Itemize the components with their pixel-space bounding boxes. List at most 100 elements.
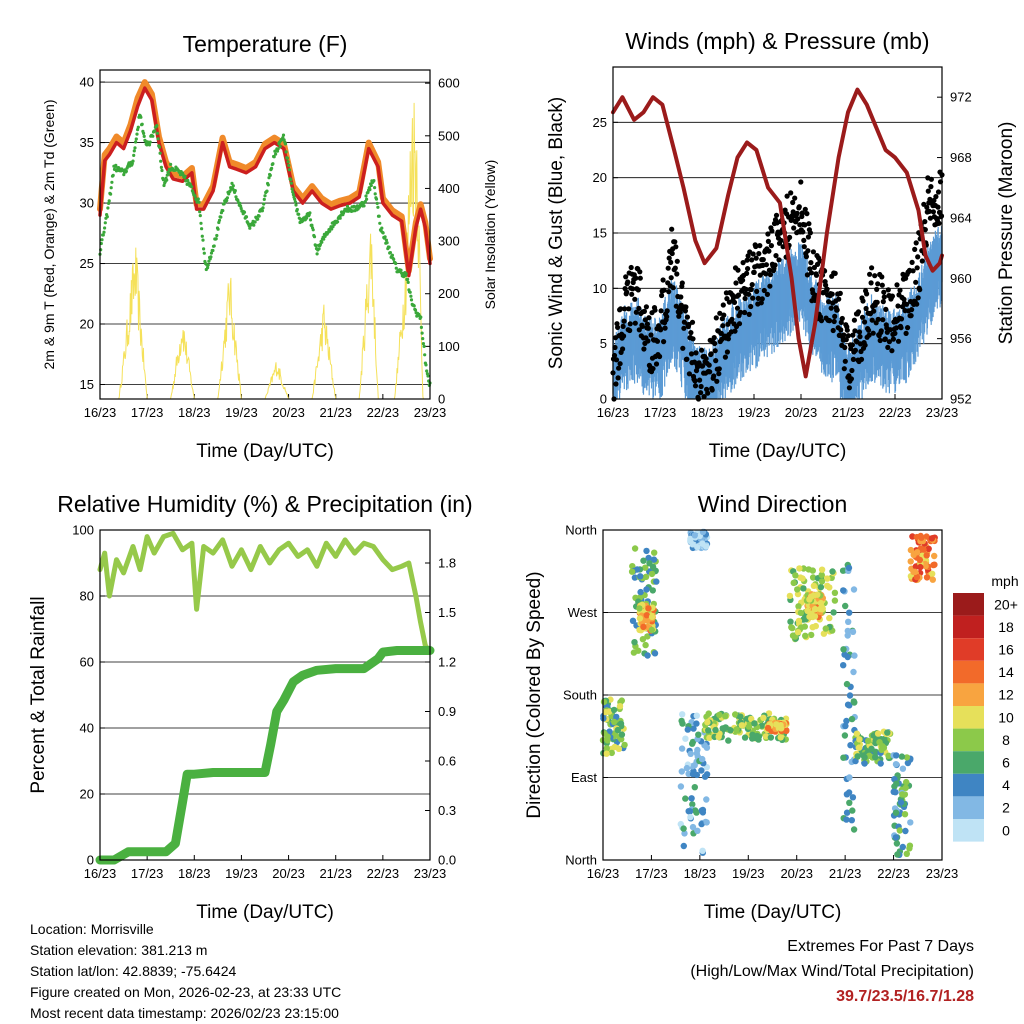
gust-point: [659, 292, 665, 299]
gust-point: [692, 383, 699, 389]
gust-point: [798, 179, 804, 185]
gust-point: [869, 265, 875, 271]
direction-point: [831, 589, 839, 596]
dewpoint-point: [157, 145, 161, 149]
direction-point: [930, 561, 937, 569]
dewpoint-point: [215, 233, 219, 238]
gust-point: [714, 378, 720, 384]
x-tick-label: 21/23: [319, 405, 352, 420]
dewpoint-point: [103, 226, 107, 230]
dewpoint-point: [318, 242, 322, 247]
gust-point: [807, 266, 813, 272]
gust-point: [913, 240, 919, 246]
gust-point: [616, 365, 622, 371]
direction-point: [693, 720, 700, 727]
gust-point: [646, 315, 652, 321]
direction-point: [699, 847, 706, 854]
gust-point: [693, 350, 699, 356]
gust-point: [832, 270, 838, 276]
gust-point: [927, 215, 934, 221]
y-tick-label-right: 968: [950, 150, 972, 165]
dewpoint-point: [422, 344, 426, 348]
direction-point: [840, 754, 847, 761]
direction-point: [649, 587, 656, 594]
direction-point: [631, 545, 639, 552]
dewpoint-point: [392, 257, 396, 261]
gust-point: [933, 194, 939, 200]
gust-point: [839, 315, 845, 322]
gust-point: [661, 339, 667, 345]
direction-point: [894, 851, 901, 858]
direction-point: [764, 724, 772, 732]
direction-point: [794, 590, 802, 598]
gust-point: [784, 193, 790, 199]
direction-point: [843, 809, 851, 816]
extremes-summary: Extremes For Past 7 Days (High/Low/Max W…: [690, 934, 974, 1009]
direction-point: [760, 714, 767, 721]
dewpoint-point: [183, 174, 187, 178]
direction-point: [801, 623, 808, 630]
y-tick-label-right: 1.8: [438, 556, 456, 571]
gust-point: [717, 310, 723, 316]
gust-point: [764, 291, 771, 297]
gust-point: [750, 251, 756, 257]
gust-point: [615, 324, 621, 330]
dewpoint-point: [225, 198, 229, 203]
dewpoint-point: [159, 165, 163, 169]
dewpoint-point: [262, 197, 266, 201]
gust-point: [672, 265, 678, 271]
direction-point: [843, 717, 850, 725]
dewpoint-point: [378, 221, 382, 225]
direction-point: [850, 826, 858, 833]
gust-point: [744, 270, 750, 276]
dewpoint-point: [406, 277, 410, 281]
gust-point: [669, 226, 675, 232]
y-axis-label-right: Station Pressure (Maroon): [996, 122, 1017, 345]
gust-point: [624, 289, 630, 295]
direction-point: [843, 816, 850, 823]
direction-point: [890, 788, 897, 795]
x-tick-label: 16/23: [84, 405, 117, 420]
x-tick-label: 21/23: [319, 866, 352, 881]
dewpoint-point: [238, 201, 242, 205]
gust-point: [755, 295, 761, 301]
gust-point: [736, 321, 743, 327]
dewpoint-point: [368, 188, 372, 192]
gust-point: [746, 311, 752, 317]
dewpoint-point: [373, 192, 377, 196]
direction-point: [680, 842, 687, 850]
dewpoint-point: [132, 149, 136, 153]
gust-point: [778, 237, 784, 244]
direction-point: [874, 730, 882, 737]
direction-point: [885, 752, 892, 759]
gust-point: [716, 366, 722, 372]
dewpoint-point: [293, 200, 297, 204]
gust-point: [673, 244, 679, 250]
dewpoint-point: [165, 178, 169, 182]
dewpoint-point: [421, 342, 425, 346]
station-location: Location: Morrisville: [30, 921, 154, 937]
dewpoint-point: [206, 266, 210, 270]
direction-point: [689, 541, 696, 548]
dewpoint-point: [197, 200, 201, 204]
dewpoint-point: [130, 162, 134, 166]
gust-point: [654, 338, 661, 344]
direction-point: [733, 726, 740, 733]
gust-point: [877, 337, 883, 344]
gust-point: [871, 308, 877, 314]
direction-point: [907, 819, 914, 826]
colorbar-label: 4: [1002, 777, 1010, 793]
x-tick-label: 19/23: [732, 866, 765, 881]
direction-point: [617, 720, 625, 727]
x-tick-label: 19/23: [225, 405, 258, 420]
direction-point: [745, 723, 753, 730]
dewpoint-point: [305, 216, 309, 220]
dewpoint-point: [101, 233, 105, 237]
direction-point: [902, 784, 909, 791]
gust-point: [754, 288, 760, 294]
y-tick-label-right: 972: [950, 90, 972, 105]
colorbar-label: 18: [998, 619, 1014, 635]
dewpoint-point: [286, 160, 290, 164]
gust-point: [834, 307, 840, 313]
direction-point: [689, 770, 697, 778]
